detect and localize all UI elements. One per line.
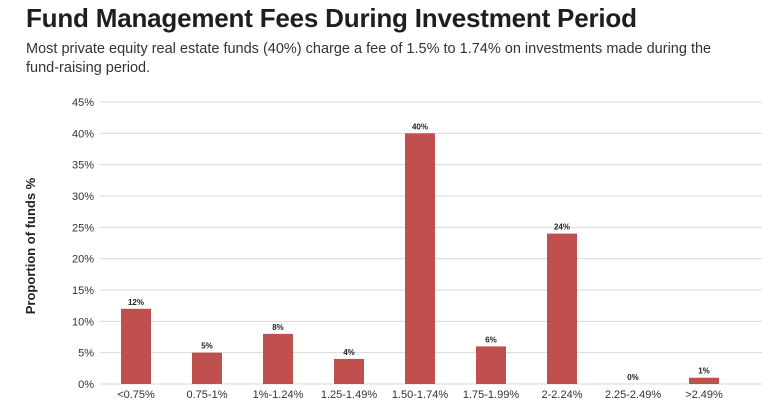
y-tick-label: 25%	[72, 222, 94, 234]
bar	[476, 346, 506, 384]
bar	[689, 377, 719, 384]
bar	[334, 358, 364, 384]
data-label: 0%	[627, 373, 639, 382]
y-tick-label: 15%	[72, 285, 94, 297]
y-axis-title: Proportion of funds %	[23, 177, 38, 314]
x-tick-label: 2-2.24%	[542, 389, 583, 400]
x-tick-label: <0.75%	[117, 389, 155, 400]
x-tick-label: 1.25-1.49%	[321, 389, 377, 400]
y-tick-label: 5%	[78, 348, 94, 360]
y-tick-label: 45%	[72, 97, 94, 109]
data-label: 5%	[201, 342, 213, 351]
data-label: 8%	[272, 323, 284, 332]
bar	[121, 308, 151, 384]
x-tick-label: 1%-1.24%	[253, 389, 304, 400]
data-label: 1%	[698, 367, 710, 376]
data-labels: 12% 5% 8% 4% 40% 6% 24% 0% 1%	[128, 122, 710, 382]
data-label: 24%	[554, 223, 570, 232]
y-tick-label: 20%	[72, 254, 94, 266]
data-label: 4%	[343, 348, 355, 357]
bar	[405, 133, 435, 384]
y-tick-label: 40%	[72, 128, 94, 140]
x-tick-label: 2.25-2.49%	[605, 389, 661, 400]
x-axis-ticks: <0.75% 0.75-1% 1%-1.24% 1.25-1.49% 1.50-1.74…	[117, 389, 723, 400]
x-tick-label: 1.75-1.99%	[463, 389, 519, 400]
bar	[547, 233, 577, 384]
y-tick-label: 35%	[72, 160, 94, 172]
x-tick-label: 1.50-1.74%	[392, 389, 448, 400]
data-label: 12%	[128, 298, 144, 307]
bar	[192, 352, 222, 384]
y-tick-label: 30%	[72, 191, 94, 203]
chart-title: Fund Management Fees During Investment P…	[26, 3, 637, 33]
chart-subtitle: Most private equity real estate funds (4…	[26, 41, 712, 76]
bar	[263, 333, 293, 384]
data-label: 6%	[485, 335, 497, 344]
data-label: 40%	[412, 122, 428, 131]
x-tick-label: 0.75-1%	[187, 389, 228, 400]
y-axis-ticks: 0% 5% 10% 15% 20% 25% 30% 35% 40% 45%	[72, 97, 94, 391]
y-tick-label: 10%	[72, 316, 94, 328]
y-tick-label: 0%	[78, 379, 94, 391]
bars	[121, 133, 719, 384]
x-tick-label: >2.49%	[685, 389, 723, 400]
